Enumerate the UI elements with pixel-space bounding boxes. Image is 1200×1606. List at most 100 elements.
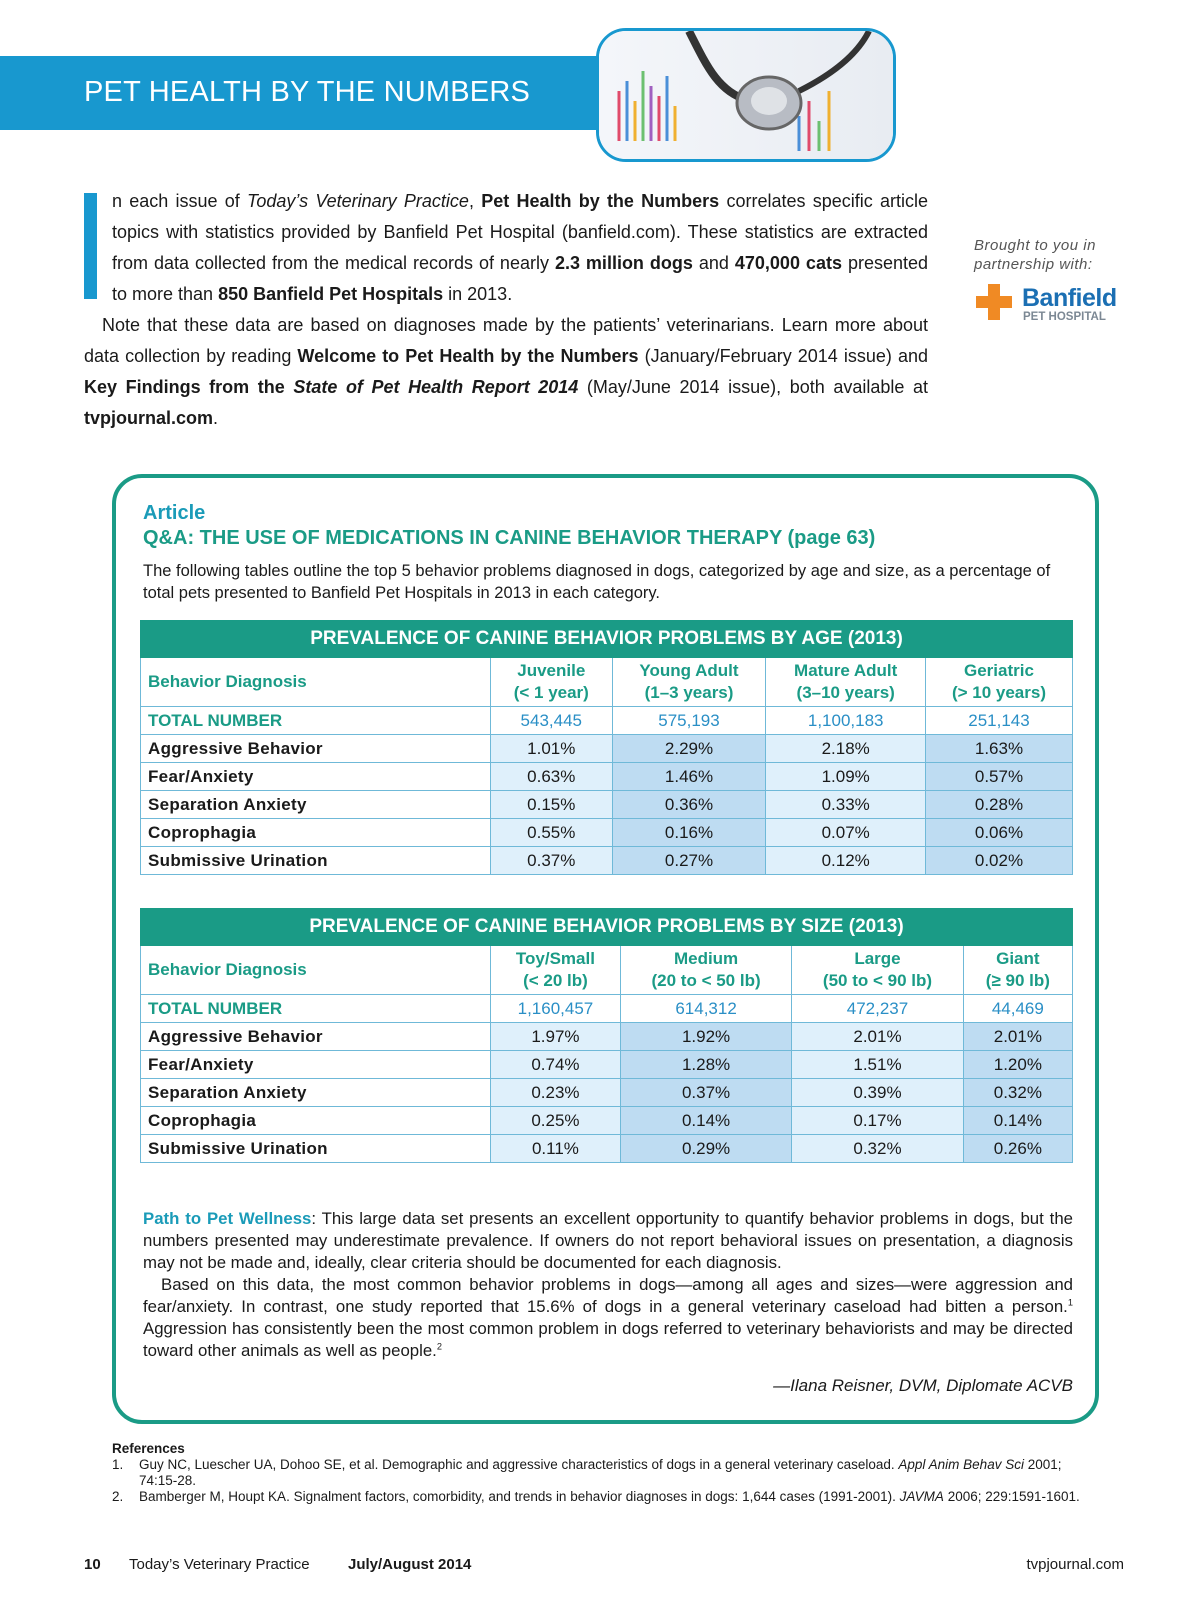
sidebar-text: Brought to you in partnership with: [974,237,1096,273]
photo-art [599,31,893,159]
column-header-line: (1–3 years) [644,683,734,702]
text-run: JAVMA [899,1489,944,1504]
drop-cap: I [84,193,97,299]
cell: 1.63% [924,734,1074,763]
column-header-line: (> 10 years) [951,683,1046,702]
column-header: Giant (≥ 90 lb) [962,945,1074,995]
column-header: Juvenile (< 1 year) [490,657,613,707]
cell: 0.14% [962,1106,1074,1135]
data-table: PREVALENCE OF CANINE BEHAVIOR PROBLEMS B… [140,620,1074,875]
cell: 0.02% [924,846,1074,875]
row-header: Behavior Diagnosis [140,945,491,995]
cell: 0.14% [619,1106,793,1135]
cell: 0.32% [791,1134,964,1163]
cell: 1.28% [619,1050,793,1079]
text-run: Guy NC, Luescher UA, Dohoo SE, et al. De… [139,1457,899,1472]
cell: 0.33% [765,790,926,819]
cell: 0.74% [490,1050,621,1079]
text-run: Path to Pet Wellness [143,1209,312,1228]
total-cell: 1,100,183 [765,706,926,735]
header-title: PET HEALTH BY THE NUMBERS [84,76,531,108]
text-run: and [692,253,735,273]
text-run: 2006; 229:1591-1601. [943,1489,1080,1504]
reference-text: Guy NC, Luescher UA, Dohoo SE, et al. De… [139,1457,1102,1489]
cell: 0.27% [611,846,767,875]
row-label: Coprophagia [140,1106,491,1135]
cell: 0.28% [924,790,1074,819]
text-run: Pet Health by the Numbers [481,191,720,211]
cell: 2.01% [962,1022,1074,1051]
header-row: Behavior Diagnosis Juvenile (< 1 year) Youn… [140,657,1074,707]
row-label: Fear/Anxiety [140,762,491,791]
column-header-line: Mature Adult [794,661,898,680]
article-title: Q&A: THE USE OF MEDICATIONS IN CANINE BE… [143,527,876,549]
text-run: : This large data set presents an excell… [143,1209,1074,1272]
data-row: Submissive Urination 0.37% 0.27% 0.12% 0.02% [140,846,1074,875]
cell: 1.46% [611,762,767,791]
cell: 0.15% [490,790,613,819]
column-header: Young Adult (1–3 years) [611,657,767,707]
data-row: Aggressive Behavior 1.97% 1.92% 2.01% 2.01% [140,1022,1074,1051]
cell: 2.01% [791,1022,964,1051]
total-cell: 614,312 [619,994,793,1023]
column-header-line: (20 to < 50 lb) [651,971,761,990]
row-label: Submissive Urination [140,1134,491,1163]
data-row: Coprophagia 0.25% 0.14% 0.17% 0.14% [140,1106,1074,1135]
row-label: Separation Anxiety [140,1078,491,1107]
data-row: Submissive Urination 0.11% 0.29% 0.32% 0.26% [140,1134,1074,1163]
column-header-line: Young Adult [639,661,739,680]
column-header-line: (≥ 90 lb) [985,971,1050,990]
reference-number: 1. [112,1457,124,1472]
text-run: 470,000 cats [734,253,842,273]
text-run: Aggression has consistently been the mos… [143,1319,1073,1360]
cell: 0.07% [765,818,926,847]
data-table: PREVALENCE OF CANINE BEHAVIOR PROBLEMS B… [140,908,1074,1163]
paragraph: Path to Pet Wellness: This large data se… [143,1208,1073,1274]
row-header: Behavior Diagnosis [140,657,491,707]
header-photo [596,28,896,162]
cell: 0.11% [490,1134,621,1163]
text-run: Note that these data are based on diagno… [84,315,928,366]
article-box [112,474,1099,1424]
cell: 1.09% [765,762,926,791]
column-header-line: (50 to < 90 lb) [822,971,933,990]
text-run: (January/February 2014 issue) and [638,346,929,366]
column-header-line: Geriatric [963,661,1034,680]
article-label: Article [143,502,206,524]
total-cell: 251,143 [924,706,1074,735]
signature: —Ilana Reisner, DVM, Diplomate ACVB [773,1376,1073,1395]
column-header-line: Medium [673,949,739,968]
column-header: Medium (20 to < 50 lb) [619,945,793,995]
text-run: in 2013. [443,284,513,304]
cell: 0.57% [924,762,1074,791]
total-label: TOTAL NUMBER [140,994,491,1023]
reference-text: Bamberger M, Houpt KA. Signalment factor… [139,1489,1080,1505]
article-description: The following tables outline the top 5 b… [143,562,1051,602]
cell: 1.01% [490,734,613,763]
cell: 0.17% [791,1106,964,1135]
data-row: Fear/Anxiety 0.74% 1.28% 1.51% 1.20% [140,1050,1074,1079]
text-run: 1 [1067,1297,1073,1308]
logo-cross [976,284,1012,320]
intro: n each issue of Today’s Veterinary Pract… [84,186,928,434]
logo-sub: PET HOSPITAL [1023,311,1106,323]
row-label: Fear/Anxiety [140,1050,491,1079]
text-run: tvpjournal.com [84,408,214,428]
data-row: Fear/Anxiety 0.63% 1.46% 1.09% 0.57% [140,762,1074,791]
data-row: Aggressive Behavior 1.01% 2.29% 2.18% 1.63% [140,734,1074,763]
cell: 0.23% [490,1078,621,1107]
text-run: n each issue of [112,191,248,211]
journal: Today’s Veterinary Practice [129,1556,310,1573]
text-run: correlates specific article topics with … [112,191,928,273]
header-band [0,56,620,130]
text-run: Bamberger M, Houpt KA. Signalment factor… [139,1489,900,1504]
data-row: Coprophagia 0.55% 0.16% 0.07% 0.06% [140,818,1074,847]
column-header-line: Large [854,949,901,968]
text-run: 2.3 million dogs [554,253,693,273]
total-cell: 1,160,457 [490,994,621,1023]
cell: 2.18% [765,734,926,763]
column-header-line: (< 20 lb) [523,971,588,990]
cell: 0.37% [619,1078,793,1107]
logo: Banfield PET HOSPITAL [974,282,1134,326]
